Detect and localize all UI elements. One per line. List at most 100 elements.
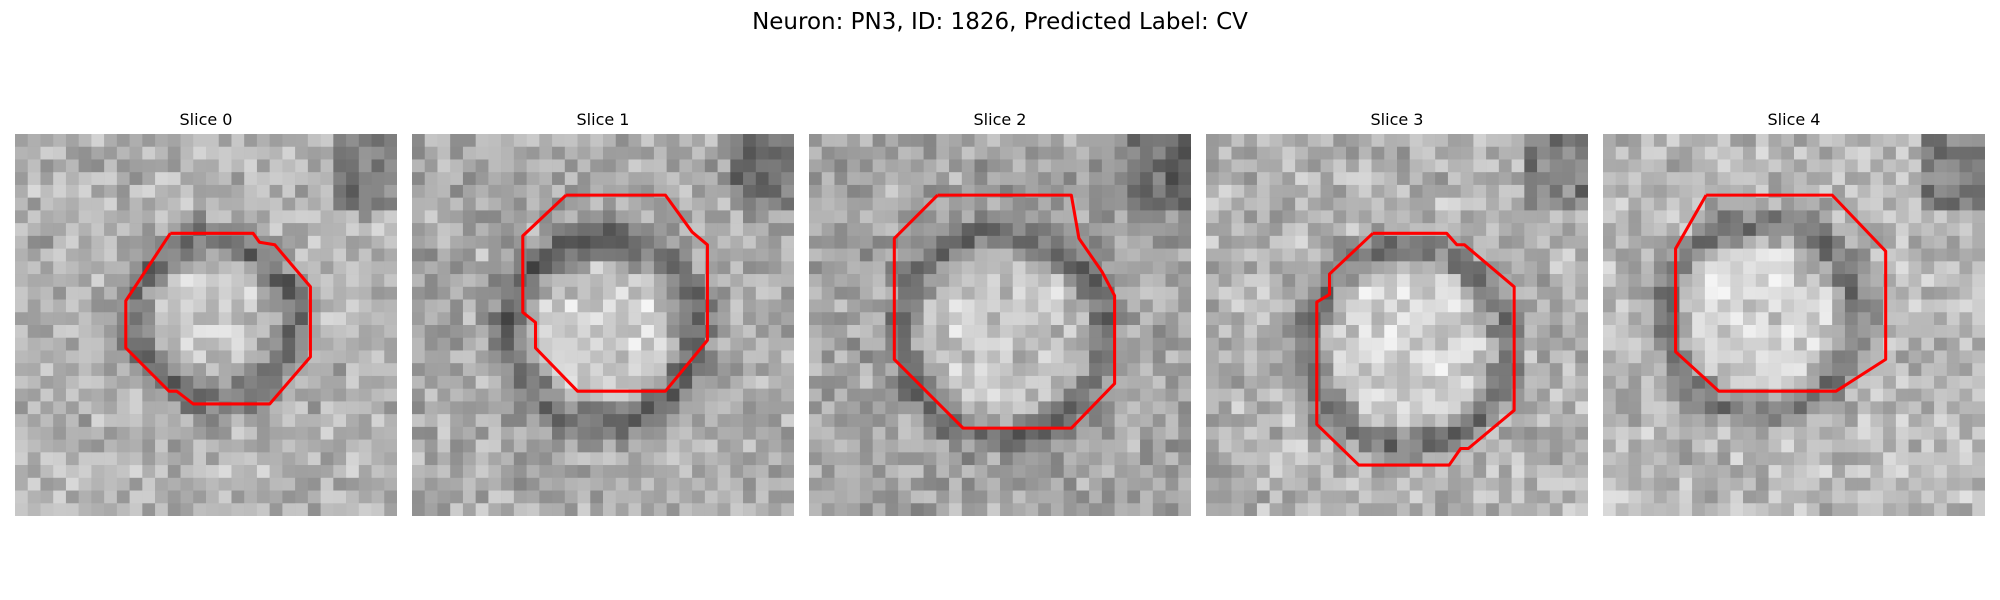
- slice-3-pixel: [1358, 299, 1372, 313]
- slice-2-pixel: [809, 388, 822, 402]
- slice-1-pixel: [501, 223, 515, 237]
- slice-3-pixel: [1397, 172, 1410, 186]
- slice-1-pixel: [462, 159, 476, 173]
- slice-4-pixel: [1704, 210, 1718, 224]
- slice-0-pixel: [307, 452, 321, 466]
- slice-0-pixel: [256, 337, 270, 351]
- slice-2-contour: [892, 193, 1117, 430]
- slice-3-pixel: [1562, 286, 1576, 300]
- slice-1-pixel: [552, 223, 566, 237]
- slice-2-pixel: [1114, 426, 1128, 440]
- slice-1-pixel: [577, 490, 591, 504]
- slice-4-pixel: [1768, 146, 1782, 160]
- slice-3-pixel: [1537, 286, 1551, 300]
- slice-3-pixel: [1447, 490, 1461, 504]
- slice-1-pixel: [768, 248, 782, 262]
- slice-1-pixel: [628, 375, 642, 389]
- slice-1-pixel: [552, 299, 566, 313]
- slice-0-pixel: [180, 414, 194, 428]
- slice-0-pixel: [104, 363, 118, 377]
- slice-4-pixel: [1768, 172, 1782, 186]
- slice-2-pixel: [923, 452, 937, 466]
- slice-1-pixel: [768, 414, 782, 428]
- slice-4-pixel: [1934, 325, 1948, 338]
- slice-4-pixel: [1959, 299, 1973, 313]
- slice-3-pixel: [1358, 439, 1372, 453]
- slice-0-pixel: [129, 210, 143, 224]
- slice-1-pixel: [717, 350, 731, 364]
- slice-2-pixel: [1165, 337, 1179, 351]
- slice-2-pixel: [1025, 414, 1039, 428]
- slice-4-pixel: [1908, 503, 1922, 516]
- slice-2-pixel: [1076, 274, 1090, 288]
- slice-0-pixel: [40, 388, 54, 402]
- slice-4-pixel: [1844, 159, 1858, 173]
- slice-4-pixel: [1730, 210, 1744, 224]
- slice-0-pixel: [129, 248, 143, 262]
- slice-2-pixel: [910, 312, 924, 326]
- slice-4-pixel: [1717, 223, 1731, 237]
- slice-0-pixel: [180, 172, 194, 186]
- slice-3-pixel: [1320, 414, 1334, 428]
- slice-3-pixel: [1295, 350, 1309, 364]
- slice-3-pixel: [1575, 375, 1588, 389]
- slice-3-pixel: [1307, 401, 1321, 415]
- slice-4-pixel: [1908, 452, 1922, 466]
- slice-3-pixel: [1371, 465, 1385, 479]
- slice-3-pixel: [1231, 426, 1245, 440]
- slice-0-pixel: [167, 248, 181, 262]
- slice-2-pixel: [1000, 439, 1013, 453]
- slice-4-pixel: [1603, 375, 1616, 389]
- slice-3-pixel: [1537, 299, 1551, 313]
- slice-4-pixel: [1704, 299, 1718, 313]
- slice-1-pixel: [513, 235, 527, 249]
- slice-2-pixel: [1165, 261, 1179, 275]
- slice-2-pixel: [1165, 439, 1179, 453]
- slice-1-pixel: [717, 261, 731, 275]
- slice-1-pixel: [781, 490, 794, 504]
- slice-0-pixel: [282, 439, 296, 453]
- slice-3-pixel: [1231, 197, 1245, 211]
- slice-4-pixel: [1908, 439, 1922, 453]
- slice-4-pixel: [1934, 299, 1948, 313]
- slice-1-pixel: [488, 134, 502, 147]
- slice-2-pixel: [1114, 439, 1128, 453]
- slice-3-pixel: [1460, 223, 1474, 237]
- slice-3-pixel: [1486, 337, 1500, 351]
- slice-4-pixel: [1794, 465, 1807, 479]
- slice-0-pixel: [40, 261, 54, 275]
- slice-0-pixel: [231, 465, 245, 479]
- slice-2-pixel: [936, 274, 950, 288]
- slice-3-pixel: [1282, 439, 1296, 453]
- slice-0-pixel: [104, 312, 118, 326]
- slice-0-pixel: [231, 134, 245, 147]
- slice-4-pixel: [1717, 235, 1731, 249]
- slice-1-pixel: [526, 490, 540, 504]
- slice-3-pixel: [1486, 223, 1500, 237]
- slice-0-pixel: [53, 235, 67, 249]
- slice-4-pixel: [1972, 261, 1985, 275]
- slice-2-pixel: [1127, 388, 1141, 402]
- slice-3-pixel: [1371, 312, 1385, 326]
- slice-1-pixel: [552, 248, 566, 262]
- slice-4-pixel: [1857, 210, 1871, 224]
- slice-2-pixel: [1114, 401, 1128, 415]
- slice-2-pixel: [1178, 299, 1191, 313]
- slice-2-pixel: [936, 312, 950, 326]
- slice-2-pixel: [987, 363, 1001, 377]
- slice-4-pixel: [1883, 223, 1897, 237]
- slice-1-pixel: [603, 325, 616, 338]
- slice-1-pixel: [577, 134, 591, 147]
- slice-4-pixel: [1679, 503, 1693, 516]
- slice-0-pixel: [282, 235, 296, 249]
- slice-4-pixel: [1679, 490, 1693, 504]
- slice-3-pixel: [1549, 159, 1563, 173]
- slice-4-pixel: [1883, 452, 1897, 466]
- slice-2-pixel: [1127, 503, 1141, 516]
- slice-1-pixel: [577, 235, 591, 249]
- slice-0-pixel: [218, 210, 232, 224]
- slice-0-pixel: [155, 197, 169, 211]
- slice-1-pixel: [755, 223, 769, 237]
- slice-3-pixel: [1575, 197, 1588, 211]
- slice-3-pixel: [1346, 465, 1360, 479]
